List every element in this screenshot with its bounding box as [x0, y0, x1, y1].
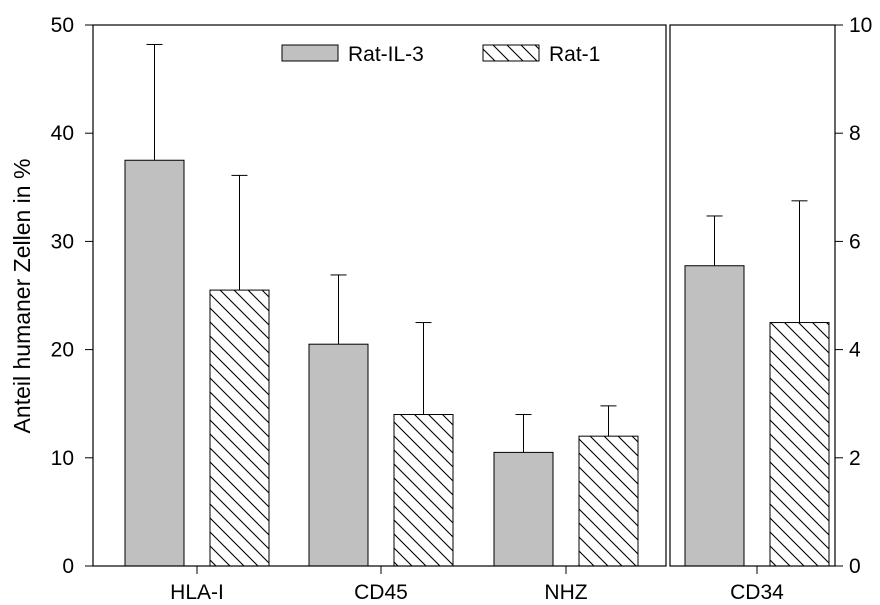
- bar-cd45-rat-1: [393, 414, 454, 567]
- x-tick-label-cd45: CD45: [354, 581, 408, 604]
- right-panel-frame: [669, 24, 836, 567]
- y-tick-label-right-2: 2: [849, 447, 861, 470]
- bar-hla-i-rat-il-3: [124, 159, 185, 567]
- y-tick-label-right-4: 4: [849, 339, 861, 362]
- error-bars-layer: [146, 43, 808, 453]
- y-tick-label-left-0: 0: [62, 555, 74, 578]
- x-tick-label-hla-i: HLA-I: [170, 581, 224, 604]
- y-tick-label-right-0: 0: [849, 555, 861, 578]
- bar-nhz-rat-il-3: [493, 451, 554, 567]
- y-tick-label-right-8: 8: [849, 122, 861, 145]
- y-tick-label-left-20: 20: [51, 339, 74, 362]
- x-tick-label-nhz: NHZ: [544, 581, 587, 604]
- y-tick-label-left-30: 30: [51, 230, 74, 253]
- y-tick-label-left-10: 10: [51, 447, 74, 470]
- bars-layer: [124, 159, 830, 567]
- y-tick-label-left-40: 40: [51, 122, 74, 145]
- legend-label-rat-il-3: Rat-IL-3: [348, 43, 424, 66]
- bar-cd34-rat-il-3: [684, 265, 745, 567]
- bar-hla-i-rat-1: [209, 289, 270, 567]
- y-axis-title: Anteil humaner Zellen in %: [9, 159, 35, 434]
- x-tick-label-cd34: CD34: [730, 581, 784, 604]
- legend: Rat-IL-3 Rat-1: [281, 43, 600, 66]
- ticks-layer: HLA-I CD45 NHZ 0 10 20 30 40 50 CD34 0 2 4 6 8 10: [51, 14, 873, 604]
- left-panel-frame: [92, 24, 667, 567]
- bar-nhz-rat-1: [578, 435, 639, 567]
- bar-cd34-rat-1: [769, 322, 830, 567]
- y-tick-label-left-50: 50: [51, 14, 74, 37]
- bar-cd45-rat-il-3: [308, 343, 369, 567]
- y-tick-label-right-10: 10: [849, 14, 872, 37]
- legend-label-rat-1: Rat-1: [549, 43, 600, 66]
- y-tick-label-right-6: 6: [849, 230, 861, 253]
- legend-swatch-rat-1: [482, 44, 540, 62]
- legend-swatch-rat-il-3: [281, 44, 339, 62]
